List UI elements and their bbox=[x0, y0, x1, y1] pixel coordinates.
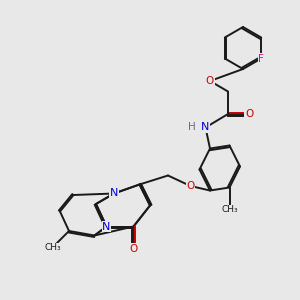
Text: N: N bbox=[102, 221, 111, 232]
Text: O: O bbox=[245, 109, 253, 119]
Text: O: O bbox=[206, 76, 214, 86]
Text: CH₃: CH₃ bbox=[221, 206, 238, 214]
Text: CH₃: CH₃ bbox=[44, 243, 61, 252]
Text: O: O bbox=[186, 181, 195, 191]
Text: H: H bbox=[188, 122, 196, 133]
Text: F: F bbox=[258, 53, 264, 64]
Text: N: N bbox=[201, 122, 210, 133]
Text: O: O bbox=[129, 244, 138, 254]
Text: N: N bbox=[110, 188, 118, 199]
